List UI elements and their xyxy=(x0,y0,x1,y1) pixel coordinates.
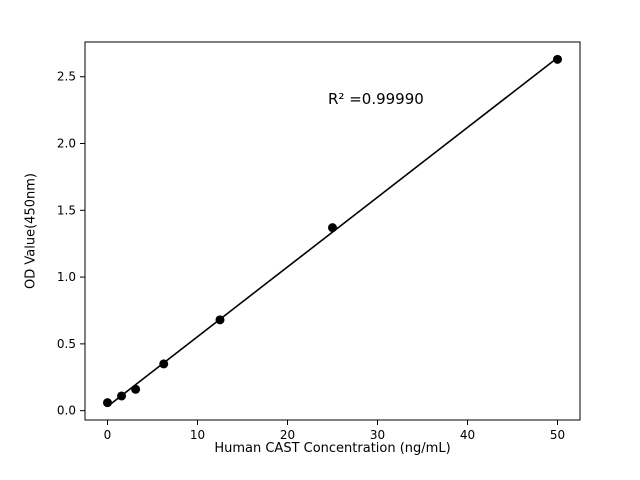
data-point xyxy=(103,398,112,408)
data-point xyxy=(117,391,127,401)
x-tick-label: 0 xyxy=(104,428,112,442)
y-tick-label: 2.0 xyxy=(57,137,76,151)
y-tick-label: 1.0 xyxy=(57,270,76,284)
x-tick-label: 40 xyxy=(460,428,475,442)
y-tick-label: 2.5 xyxy=(57,70,76,84)
y-tick-label: 1.5 xyxy=(57,203,76,217)
data-point xyxy=(131,384,141,394)
plot-frame xyxy=(84,41,581,421)
x-tick-label: 30 xyxy=(370,428,385,442)
data-point xyxy=(553,54,562,64)
data-point xyxy=(328,223,337,233)
y-tick-label: 0.5 xyxy=(57,337,76,351)
y-tick-label: 0.0 xyxy=(57,404,76,418)
data-point xyxy=(215,315,225,325)
x-tick-label: 50 xyxy=(550,428,565,442)
x-tick-label: 20 xyxy=(280,428,295,442)
r-squared-annotation: R² =0.99990 xyxy=(328,90,424,109)
y-axis-label: OD Value(450nm) xyxy=(23,173,39,289)
x-tick-label: 10 xyxy=(190,428,205,442)
data-point xyxy=(159,359,169,369)
x-axis-label: Human CAST Concentration (ng/mL) xyxy=(214,441,451,456)
